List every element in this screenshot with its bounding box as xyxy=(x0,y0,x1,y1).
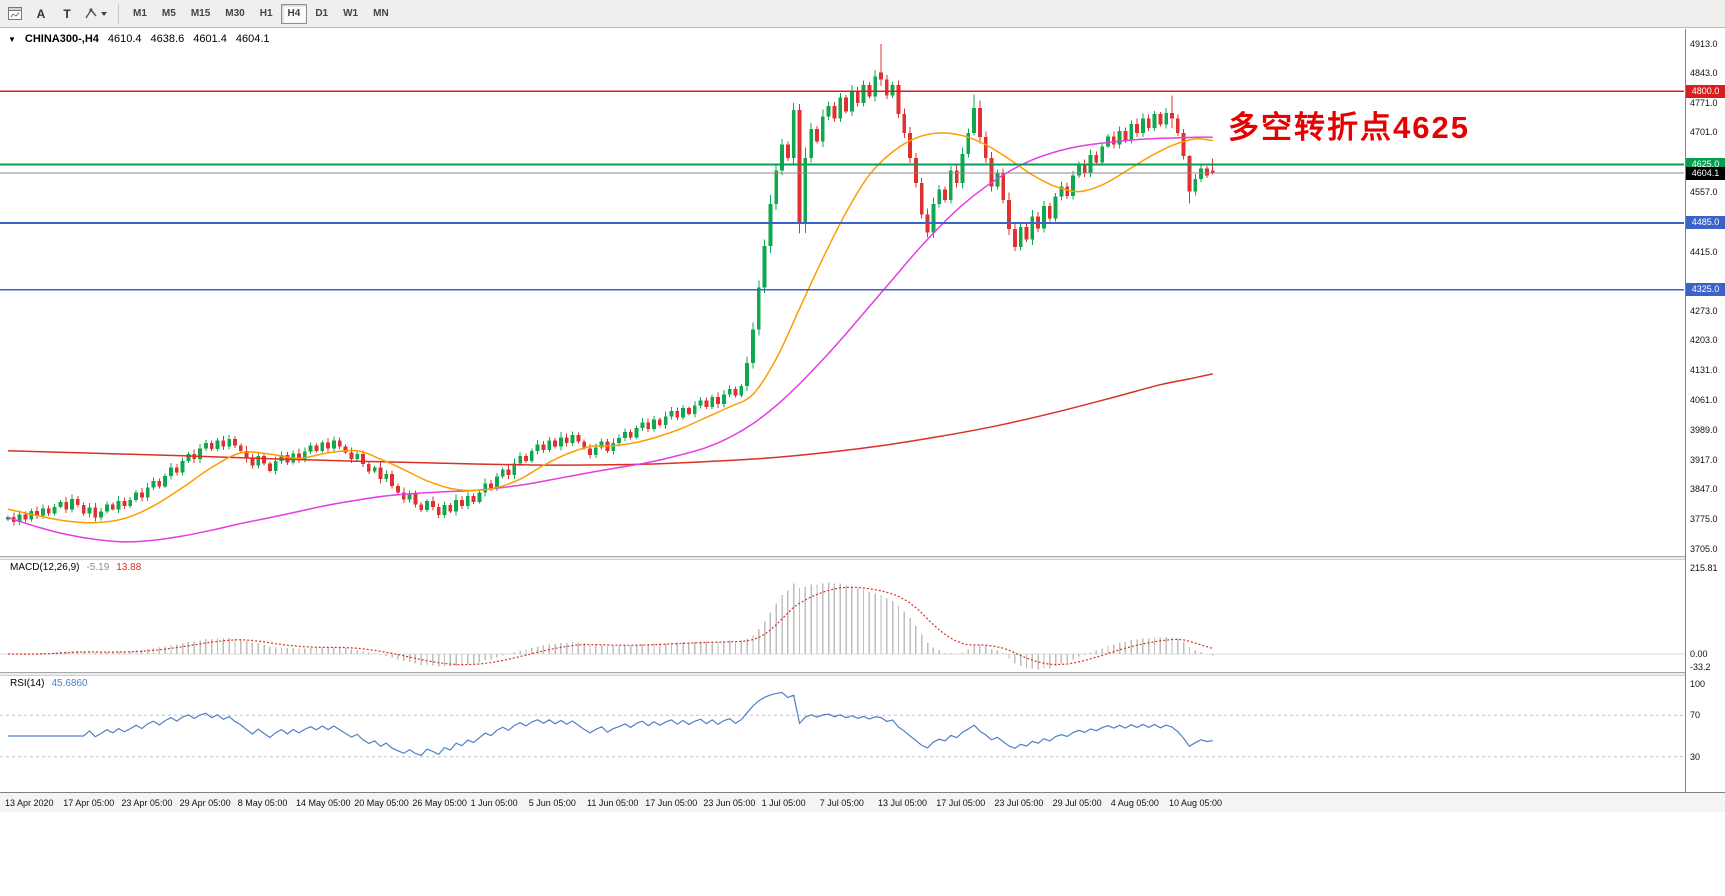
price-tick-label: 4415.0 xyxy=(1690,246,1718,257)
time-axis-label: 29 Apr 05:00 xyxy=(179,798,231,808)
macd-axis-label: 215.81 xyxy=(1690,563,1718,573)
time-axis-label: 1 Jul 05:00 xyxy=(761,798,806,808)
timeframe-button-h1[interactable]: H1 xyxy=(253,4,280,24)
price-tick-label: 4557.0 xyxy=(1690,187,1718,198)
cursor-tool-button[interactable]: A xyxy=(29,3,53,25)
text-tool-button[interactable]: T xyxy=(55,3,79,25)
time-axis[interactable]: 13 Apr 2020 17 Apr 05:00 23 Apr 05:00 29 Ap… xyxy=(0,792,1725,812)
time-axis-label: 20 May 05:00 xyxy=(354,798,409,808)
rsi-axis-label: 100 xyxy=(1690,679,1706,689)
time-axis-label: 8 May 05:00 xyxy=(237,798,288,808)
rsi-label: RSI(14) 45.6860 xyxy=(10,678,88,689)
current-price-badge: 4604.1 xyxy=(1686,166,1725,180)
candles-layer xyxy=(6,44,1215,526)
chart-window-icon xyxy=(8,7,22,20)
time-axis-label: 10 Aug 05:00 xyxy=(1169,798,1223,808)
timeframe-button-mn[interactable]: MN xyxy=(366,4,396,24)
time-axis-label: 26 May 05:00 xyxy=(412,798,467,808)
shapes-icon xyxy=(85,7,98,20)
hline-price-badge: 4325.0 xyxy=(1686,283,1725,297)
timeframe-button-m15[interactable]: M15 xyxy=(184,4,217,24)
price-tick-label: 4843.0 xyxy=(1690,67,1718,78)
time-axis-label: 23 Jun 05:00 xyxy=(703,798,756,808)
time-axis-label: 17 Jul 05:00 xyxy=(936,798,986,808)
time-axis-label: 17 Jun 05:00 xyxy=(645,798,698,808)
macd-title: MACD(12,26,9) xyxy=(10,562,80,573)
price-tick-label: 4913.0 xyxy=(1690,38,1718,49)
chart-window-button[interactable] xyxy=(3,3,27,25)
ohlc-open: 4610.4 xyxy=(107,33,142,45)
hline-price-badge: 4485.0 xyxy=(1686,216,1725,230)
ohlc-low: 4601.4 xyxy=(193,33,227,45)
macd-signal-value: 13.88 xyxy=(116,562,142,573)
ohlc-high: 4638.6 xyxy=(150,33,185,45)
price-tick-label: 3847.0 xyxy=(1690,484,1718,495)
symbol-info: ▼ CHINA300-,H4 4610.4 4638.6 4601.4 4604… xyxy=(8,33,270,45)
shapes-tool-button[interactable] xyxy=(81,3,111,25)
rsi-axis-label: 70 xyxy=(1690,710,1701,721)
ma-mid-line xyxy=(7,136,1213,543)
rsi-line xyxy=(8,691,1213,757)
rsi-panel[interactable] xyxy=(0,676,1686,792)
timeframe-button-w1[interactable]: W1 xyxy=(336,4,365,24)
price-tick-label: 4131.0 xyxy=(1690,365,1718,376)
toolbar-separator xyxy=(118,3,119,24)
macd-signal-line xyxy=(7,586,1213,666)
price-tick-label: 4771.0 xyxy=(1690,97,1718,108)
macd-histogram xyxy=(13,582,1214,670)
price-tick-label: 3989.0 xyxy=(1690,424,1718,435)
time-axis-label: 1 Jun 05:00 xyxy=(470,798,518,808)
price-tick-label: 3705.0 xyxy=(1690,543,1718,554)
time-axis-label: 11 Jun 05:00 xyxy=(587,798,639,808)
time-axis-label: 29 Jul 05:00 xyxy=(1052,798,1102,808)
dropdown-caret-icon xyxy=(101,11,107,16)
time-axis-label: 14 May 05:00 xyxy=(296,798,351,808)
macd-value: -5.19 xyxy=(86,562,110,573)
ma-slow-line xyxy=(7,373,1213,466)
time-axis-label: 23 Jul 05:00 xyxy=(994,798,1044,808)
timeframe-button-m30[interactable]: M30 xyxy=(218,4,251,24)
timeframe-button-m5[interactable]: M5 xyxy=(155,4,183,24)
macd-label: MACD(12,26,9) -5.19 13.88 xyxy=(10,562,141,573)
price-tick-label: 4273.0 xyxy=(1690,306,1718,317)
price-tick-label: 3775.0 xyxy=(1690,514,1718,525)
annotation-text[interactable]: 多空转折点4625 xyxy=(1228,110,1470,145)
ohlc-close: 4604.1 xyxy=(235,33,270,45)
time-axis-label: 13 Apr 2020 xyxy=(5,798,54,808)
price-tick-label: 4701.0 xyxy=(1690,127,1718,138)
price-tick-label: 4061.0 xyxy=(1690,394,1718,405)
rsi-axis-label: 30 xyxy=(1690,751,1701,762)
hline-price-badge: 4800.0 xyxy=(1686,84,1725,98)
timeframe-button-d1[interactable]: D1 xyxy=(308,4,335,24)
time-axis-label: 23 Apr 05:00 xyxy=(121,798,173,808)
price-tick-label: 4203.0 xyxy=(1690,335,1718,346)
timeframe-group: M1 M5 M15 M30 H1 H4 D1 W1 MN xyxy=(126,3,396,24)
rsi-value: 45.6860 xyxy=(51,678,88,689)
time-axis-label: 7 Jul 05:00 xyxy=(819,798,864,808)
ma-fast-line xyxy=(7,132,1213,524)
price-axis[interactable] xyxy=(1685,29,1725,792)
panel-splitter[interactable] xyxy=(0,672,1725,676)
macd-axis-label: 0.00 xyxy=(1690,649,1708,659)
panel-splitter[interactable] xyxy=(0,556,1725,560)
toolbar: A T M1 M5 M15 M30 H1 H4 D1 W1 MN xyxy=(0,0,1725,28)
main-chart-panel[interactable] xyxy=(0,29,1686,556)
timeframe-button-h4[interactable]: H4 xyxy=(280,3,308,24)
time-axis-label: 4 Aug 05:00 xyxy=(1110,798,1159,808)
price-tick-label: 3917.0 xyxy=(1690,454,1718,465)
symbol-title: CHINA300-,H4 xyxy=(24,33,99,45)
collapse-arrow-icon[interactable]: ▼ xyxy=(8,34,16,44)
macd-panel[interactable] xyxy=(0,560,1686,672)
timeframe-button-m1[interactable]: M1 xyxy=(126,4,154,24)
time-axis-label: 17 Apr 05:00 xyxy=(63,798,115,808)
time-axis-label: 5 Jun 05:00 xyxy=(528,798,576,808)
rsi-title: RSI(14) xyxy=(10,678,45,689)
macd-axis-label: -33.2 xyxy=(1690,662,1711,673)
time-axis-label: 13 Jul 05:00 xyxy=(878,798,928,808)
